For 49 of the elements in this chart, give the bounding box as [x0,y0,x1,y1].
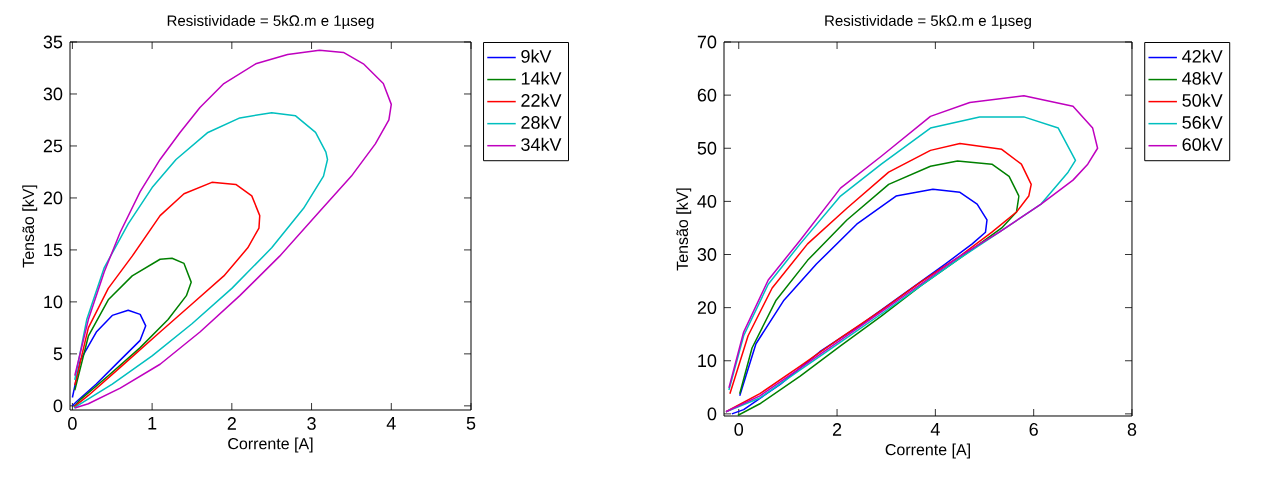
legend-label: 14kV [521,71,562,85]
y-tick-label: 5 [53,347,63,361]
y-tick-label: 20 [697,301,717,315]
x-tick-label: 2 [832,423,842,436]
legend-label: 60kV [1182,137,1223,151]
line-series [71,309,147,407]
y-tick-label: 0 [53,399,63,413]
legend-label: 48kV [1182,71,1223,85]
x-tick-label: 0 [68,417,77,430]
y-axis-title: Tensão [kV] [22,185,38,268]
y-tick-label: 30 [43,87,63,101]
y-tick-label: 0 [707,407,717,421]
x-tick-label: 0 [734,423,744,436]
x-tick-label: 8 [1127,423,1137,436]
legend-label: 28kV [521,115,562,129]
x-tick-label: 2 [227,417,236,430]
legend-label: 42kV [1182,49,1223,63]
x-tick-label: 3 [307,417,316,430]
y-tick-label: 10 [44,295,63,309]
x-tick-label: 6 [1029,423,1038,436]
y-tick-label: 10 [698,354,717,368]
line-series [73,181,261,408]
line-series [73,111,329,409]
x-tick-label: 4 [386,417,396,430]
y-tick-label: 50 [697,141,717,155]
y-tick-label: 70 [697,35,717,49]
line-series [73,257,192,408]
x-axis-title: Corrente [A] [885,443,970,459]
legend-label: 22kV [521,93,562,107]
legend-label: 50kV [1182,93,1223,107]
y-tick-label: 15 [44,243,63,257]
y-axis-title: Tensão [kV] [676,188,692,271]
y-tick-label: 25 [43,139,63,153]
legend-label: 9kV [521,49,552,63]
x-tick-label: 1 [148,417,157,430]
legend-label: 56kV [1182,115,1223,129]
chart-title: Resistividade = 5kΩ.m e 1µseg [825,14,1031,29]
line-series [731,188,988,415]
x-tick-label: 4 [930,423,940,436]
line-series [74,49,393,409]
y-tick-label: 40 [697,195,717,208]
x-axis-title: Corrente [A] [228,437,313,453]
y-tick-label: 60 [697,88,717,102]
y-tick-label: 30 [697,248,717,261]
chart-title: Resistividade = 5kΩ.m e 1µseg [167,14,374,29]
y-tick-label: 20 [43,191,63,205]
legend-label: 34kV [521,137,562,151]
x-tick-label: 5 [466,417,476,430]
y-tick-label: 35 [43,35,63,49]
